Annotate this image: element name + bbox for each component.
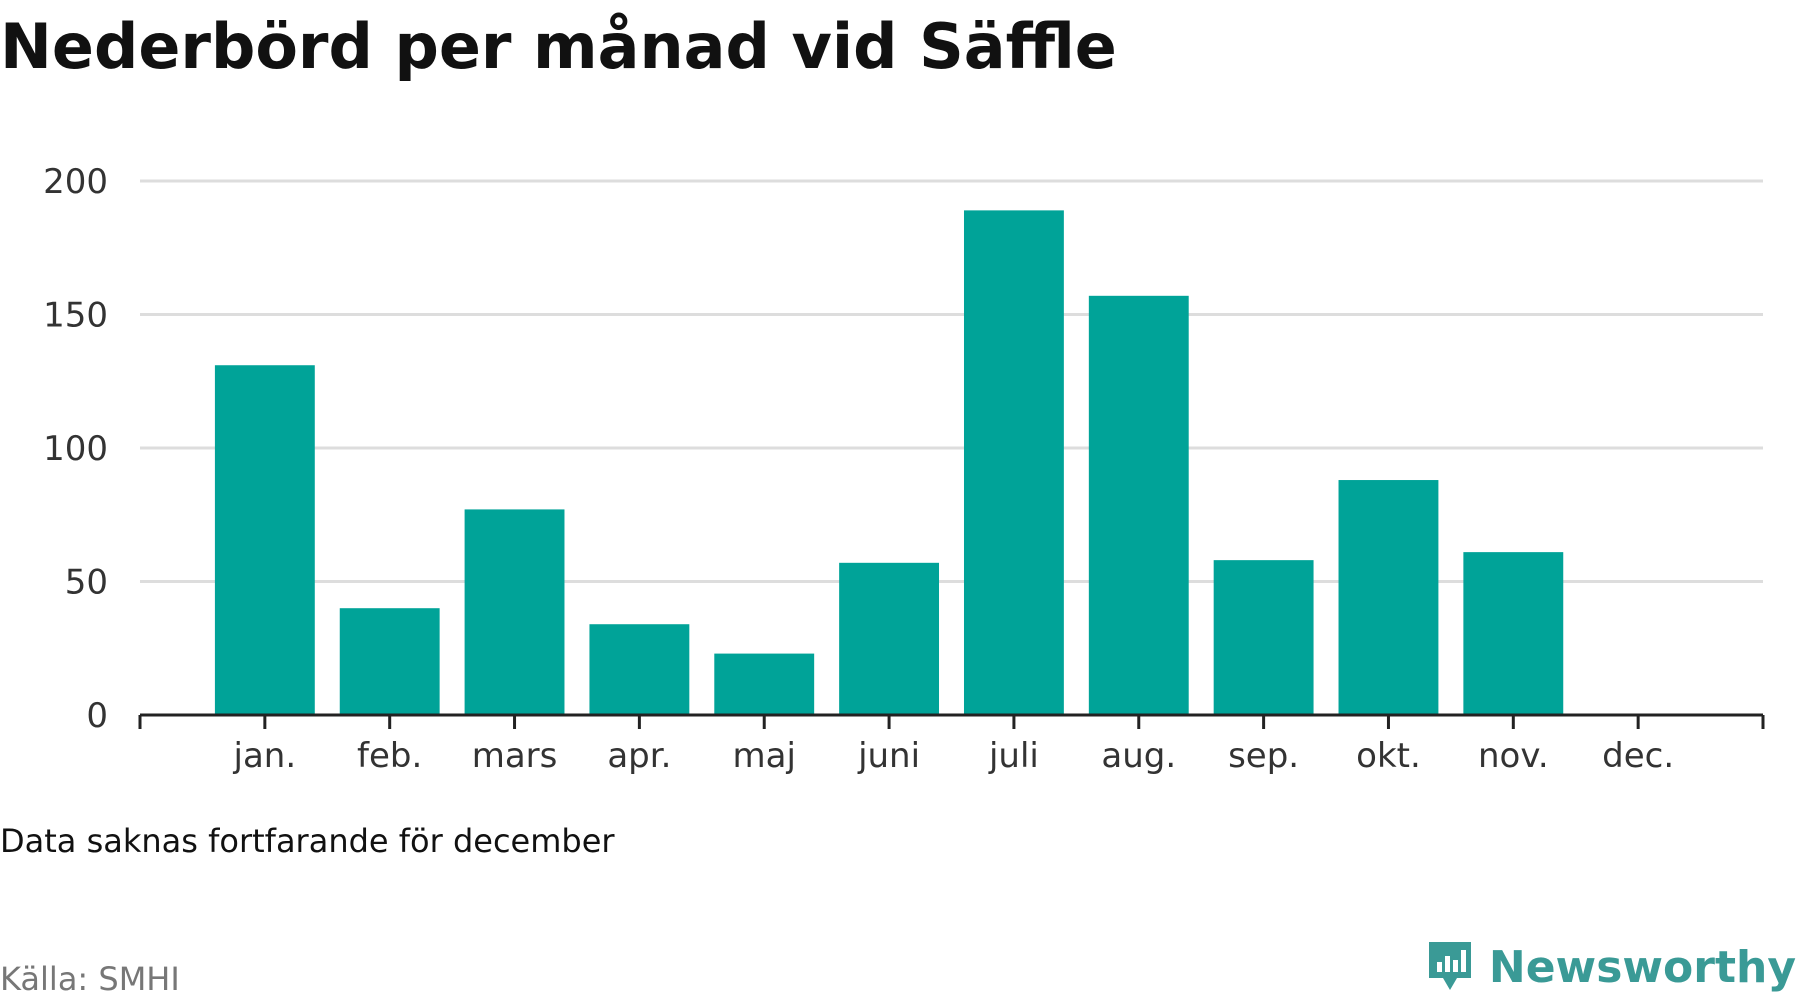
bar <box>714 653 815 715</box>
x-tick-label: sep. <box>1228 736 1299 776</box>
y-axis-labels: 0 50 100 150 200 <box>43 162 108 736</box>
bar <box>1463 552 1564 715</box>
y-tick-label: 100 <box>43 429 108 469</box>
bar <box>589 624 690 715</box>
x-tick-label: juli <box>988 736 1039 776</box>
chart-title: Nederbörd per månad vid Säffle <box>0 10 1117 83</box>
bar <box>339 608 440 715</box>
bar <box>839 562 940 715</box>
x-tick-label: mars <box>472 736 558 776</box>
y-tick-label: 150 <box>43 296 108 336</box>
x-tick-label: apr. <box>607 736 671 776</box>
bar <box>1213 560 1314 715</box>
bar <box>1088 295 1189 715</box>
x-tick-label: maj <box>733 736 796 776</box>
y-tick-label: 50 <box>65 563 108 603</box>
bar <box>214 365 315 715</box>
brand-logo: Newsworthy <box>1425 938 1796 996</box>
brand-name: Newsworthy <box>1488 941 1796 993</box>
y-tick-label: 200 <box>43 162 108 202</box>
x-tick-label: juni <box>857 736 920 776</box>
x-tick-label: nov. <box>1478 736 1549 776</box>
x-tick-label: dec. <box>1602 736 1674 776</box>
y-tick-label: 0 <box>86 696 108 736</box>
x-axis-labels: jan. feb. mars apr. maj juni juli aug. sep. okt. n… <box>233 736 1675 776</box>
x-tick-label: aug. <box>1101 736 1176 776</box>
x-tick-label: feb. <box>357 736 422 776</box>
chart-note: Data saknas fortfarande för december <box>0 822 615 860</box>
x-tick-label: okt. <box>1356 736 1421 776</box>
x-axis <box>138 713 1765 729</box>
source-label: Källa: SMHI <box>0 960 180 998</box>
bar-chart: 0 50 100 150 200 jan. feb. mars apr. maj juni juli… <box>43 162 1765 776</box>
x-tick-label: jan. <box>233 736 297 776</box>
gridlines <box>140 179 1763 583</box>
bar <box>963 210 1064 715</box>
newsworthy-logo-icon <box>1428 942 1471 990</box>
bar <box>1338 480 1439 715</box>
bar <box>464 509 565 715</box>
bars <box>214 210 1564 715</box>
